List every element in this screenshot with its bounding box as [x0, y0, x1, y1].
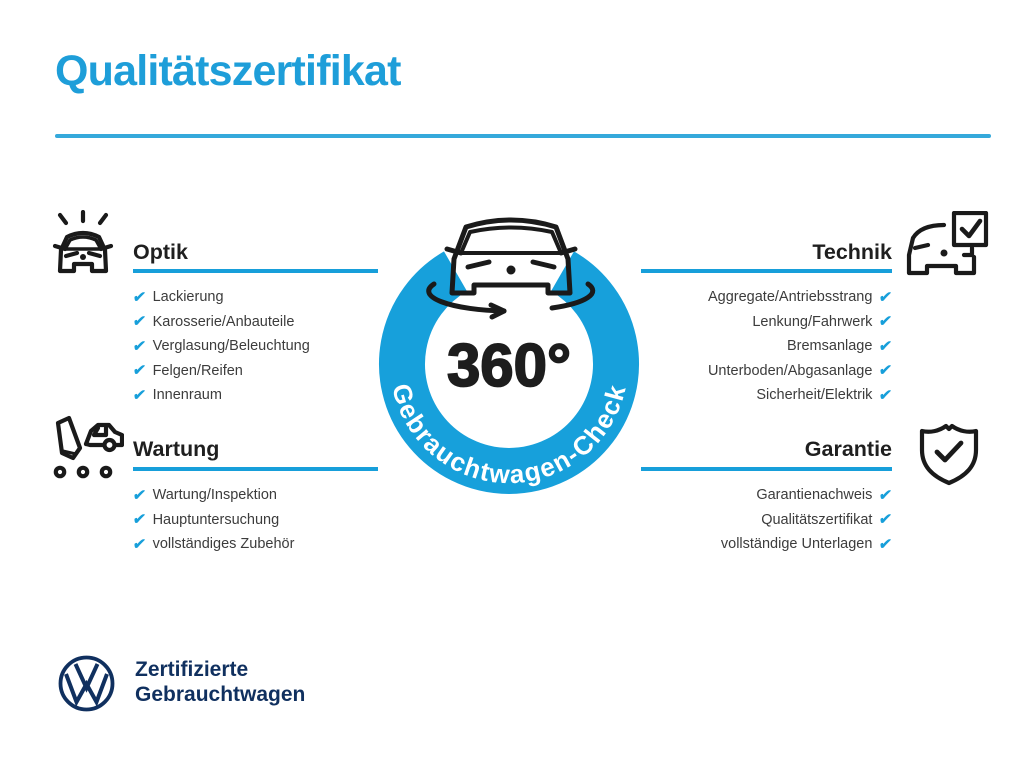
item-label: Innenraum: [152, 387, 222, 404]
check-icon: ✔: [131, 386, 147, 404]
title-divider: [55, 134, 991, 138]
item-label: vollständige Unterlagen: [720, 536, 873, 553]
check-icon: ✔: [131, 486, 147, 504]
shield-check-icon: [919, 423, 979, 486]
technik-item-list: Aggregate/Antriebsstrang ✔ Lenkung/Fahrwe…: [707, 285, 894, 408]
list-item: Aggregate/Antriebsstrang ✔: [707, 285, 894, 310]
item-label: Aggregate/Antriebsstrang: [707, 289, 873, 306]
list-item: ✔ Felgen/Reifen: [131, 359, 310, 384]
item-label: Garantienachweis: [756, 487, 873, 504]
garantie-item-list: Garantienachweis ✔ Qualitätszertifikat ✔ v…: [720, 483, 894, 557]
list-item: ✔ Lackierung: [131, 285, 310, 310]
section-heading-technik: Technik: [812, 240, 892, 264]
list-item: ✔ Hauptuntersuchung: [131, 508, 294, 533]
check-icon: ✔: [878, 535, 894, 553]
optik-item-list: ✔ Lackierung ✔ Karosserie/Anbauteile ✔ Verg…: [131, 285, 310, 408]
list-item: ✔ Wartung/Inspektion: [131, 483, 294, 508]
list-item: Lenkung/Fahrwerk ✔: [708, 310, 894, 335]
car-360-rotation-icon: [426, 217, 596, 320]
item-label: Unterboden/Abgasanlage: [707, 362, 873, 379]
footer-claim-line2: Gebrauchtwagen: [135, 683, 306, 706]
badge-ring: [379, 251, 639, 494]
page-title: Qualitätszertifikat: [55, 47, 401, 95]
check-icon: ✔: [878, 337, 894, 355]
item-label: Felgen/Reifen: [152, 362, 243, 379]
section-heading-optik: Optik: [133, 240, 188, 264]
optik-underline: [133, 269, 378, 273]
check-icon: ✔: [878, 313, 894, 331]
list-item: vollständige Unterlagen ✔: [720, 532, 894, 557]
list-item: Sicherheit/Elektrik ✔: [708, 383, 894, 408]
car-checkbox-icon: [906, 211, 989, 276]
list-item: Unterboden/Abgasanlage ✔: [707, 359, 894, 384]
wartung-item-list: ✔ Wartung/Inspektion ✔ Hauptuntersuchung ✔…: [131, 483, 295, 557]
list-item: ✔ Verglasung/Beleuchtung: [131, 334, 310, 359]
technik-underline: [641, 269, 892, 273]
check-icon: ✔: [131, 511, 147, 529]
check-icon: ✔: [131, 362, 147, 380]
pencil-car-service-icon: [53, 415, 124, 479]
item-label: Qualitätszertifikat: [761, 511, 873, 528]
list-item: ✔ Innenraum: [131, 383, 310, 408]
footer-claim: Zertifizierte Gebrauchtwagen: [135, 657, 305, 707]
list-item: Garantienachweis ✔: [721, 483, 894, 508]
item-label: Hauptuntersuchung: [152, 511, 280, 528]
360-degree-check-badge: Gebrauchtwagen-Check 360°: [379, 217, 639, 494]
item-label: Wartung/Inspektion: [152, 487, 277, 504]
check-icon: ✔: [878, 362, 894, 380]
check-icon: ✔: [131, 288, 147, 306]
footer-claim-line1: Zertifizierte: [135, 658, 249, 681]
check-icon: ✔: [131, 535, 147, 553]
garantie-underline: [641, 467, 892, 471]
list-item: ✔ vollständiges Zubehör: [131, 532, 295, 557]
badge-degree-label: 360°: [447, 332, 571, 399]
car-shine-icon: [52, 210, 114, 274]
item-label: Lenkung/Fahrwerk: [752, 313, 873, 330]
item-label: Verglasung/Beleuchtung: [152, 338, 310, 355]
check-icon: ✔: [878, 511, 894, 529]
list-item: ✔ Karosserie/Anbauteile: [131, 310, 310, 335]
wartung-underline: [133, 467, 378, 471]
list-item: Qualitätszertifikat ✔: [721, 508, 894, 533]
check-icon: ✔: [131, 337, 147, 355]
item-label: vollständiges Zubehör: [152, 536, 295, 553]
item-label: Sicherheit/Elektrik: [756, 387, 873, 404]
check-icon: ✔: [878, 386, 894, 404]
item-label: Karosserie/Anbauteile: [152, 313, 295, 330]
check-icon: ✔: [131, 313, 147, 331]
check-icon: ✔: [878, 288, 894, 306]
vw-logo: [58, 655, 115, 712]
item-label: Lackierung: [152, 289, 224, 306]
section-heading-garantie: Garantie: [804, 437, 892, 461]
section-heading-wartung: Wartung: [133, 437, 220, 461]
item-label: Bremsanlage: [786, 338, 873, 355]
check-icon: ✔: [878, 486, 894, 504]
list-item: Bremsanlage ✔: [708, 334, 894, 359]
